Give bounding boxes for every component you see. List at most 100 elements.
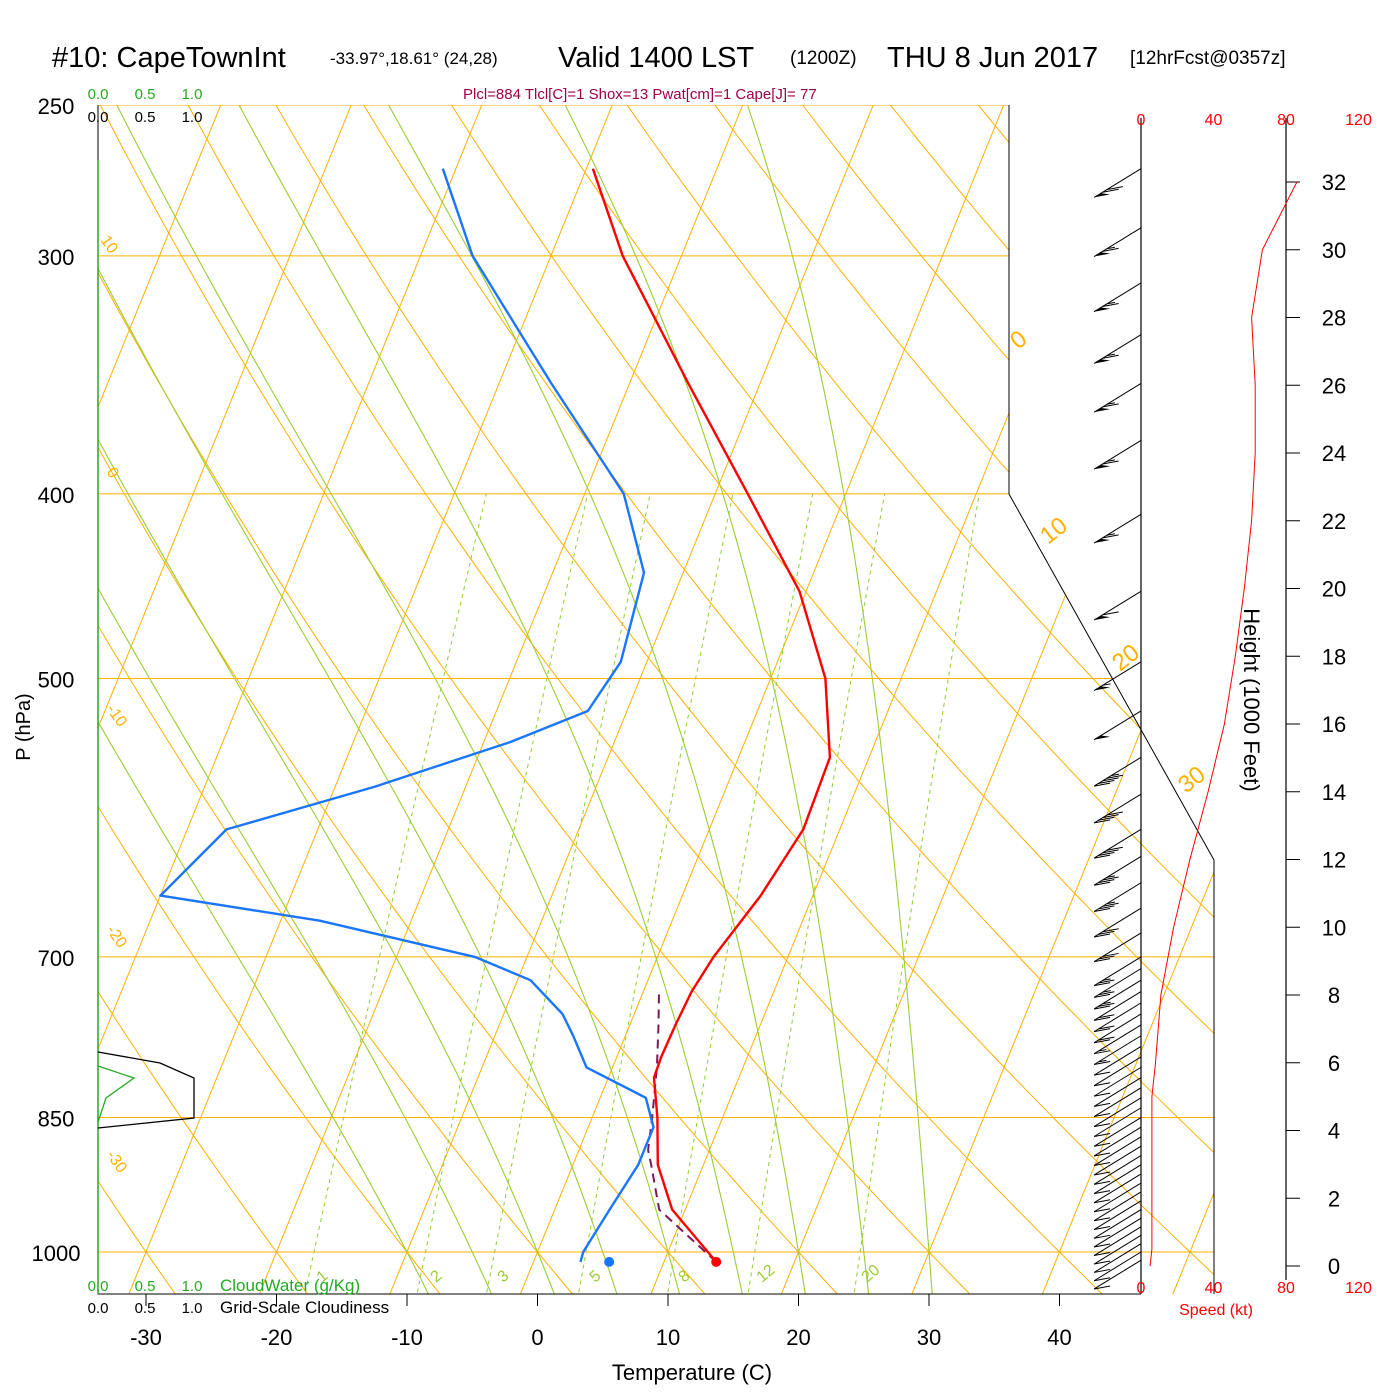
barb-pennant [1094,252,1111,257]
barb-full [1094,881,1111,886]
barb-full [1094,1152,1111,1157]
cloudiness-tick-top: 0.5 [135,109,156,126]
moist-adiabat-label: 10 [1035,512,1073,550]
barb-half [1102,683,1111,686]
wind-barb [1093,590,1142,621]
barb-staff [1093,513,1142,544]
barb-full [1094,782,1111,787]
barb-staff [1093,1226,1142,1256]
barb-pennant [1094,193,1111,198]
speed-tick-bottom: 0 [1137,1280,1146,1297]
isotherm-line [98,105,366,1294]
barb-full [1102,777,1119,782]
barb-staff [1093,968,1142,998]
barb-full [1094,1039,1111,1044]
height-tick-label: 10 [1322,915,1346,940]
barb-full [1094,1071,1111,1076]
wind-barb [1093,1200,1142,1231]
mixing-ratio-line [303,493,487,1294]
barb-full [1106,846,1123,851]
moist-adiabat-line [98,105,495,1294]
wind-barb [1093,1117,1142,1147]
wind-barb [1093,334,1142,364]
wind-barb [1093,1191,1142,1222]
barb-full [1094,1285,1111,1290]
height-tick-label: 24 [1322,441,1346,466]
wind-barb [1093,1145,1142,1176]
dry-adiabat-line [343,105,1214,1294]
barb-full [1094,1142,1111,1147]
barb-staff [1093,334,1142,364]
pressure-tick-label: 700 [38,946,75,971]
dry-adiabat-line [98,105,844,1294]
barb-half [1098,1049,1107,1052]
wind-barb [1093,1164,1142,1195]
wind-barbs [1093,168,1142,1290]
cloudiness-profile [97,1051,195,1129]
cloudiness-tick-bottom: 1.0 [182,1300,203,1317]
barb-full [1094,933,1111,938]
thermo-grid [98,105,1214,1294]
wind-barb [1093,1087,1142,1118]
pressure-tick-label: 500 [38,668,75,693]
wind-barb [1093,1056,1142,1087]
barb-staff [1093,282,1142,313]
speed-tick-top: 40 [1205,112,1223,129]
barb-staff [1093,227,1142,257]
wind-barb [1093,227,1142,257]
cloudwater-profile [97,1065,136,1123]
moist-adiabat-line [98,105,432,1294]
isotherm-line [1169,105,1214,1294]
barb-staff [1093,1024,1142,1055]
barb-full [1102,247,1119,252]
barb-half [1102,1001,1111,1005]
barb-full [1094,1277,1111,1282]
mixing-ratio-label: 3 [495,1267,513,1286]
barb-full [1102,928,1119,933]
barb-staff [1093,1243,1142,1273]
surface-dewpoint-dot [604,1256,615,1267]
speed-tick-bottom: 40 [1205,1280,1223,1297]
height-tick-label: 12 [1322,848,1346,873]
cloudwater-tick-bottom: 1.0 [182,1278,203,1295]
isotherm-line [256,105,757,1294]
barb-full [1094,982,1111,987]
barb-full [1094,993,1111,998]
wind-barb [1093,828,1142,859]
barb-staff [1093,382,1142,413]
isotherm-line [1039,105,1214,1294]
dry-adiabat-line [98,105,977,1294]
barb-full [1098,780,1115,784]
wind-barb [1093,1259,1142,1290]
barb-full [1094,1217,1111,1222]
barb-full [1102,902,1119,907]
moist-adiabat-line [378,105,807,1294]
speed-tick-top: 120 [1345,112,1372,129]
barb-half [1106,875,1115,878]
barb-full [1094,1243,1111,1248]
height-tick-label: 4 [1328,1119,1340,1144]
mixing-ratio-line [415,493,589,1294]
barb-staff [1093,979,1142,1010]
barb-full [1094,958,1111,963]
barb-full [1094,854,1111,859]
mixing-ratio-line [746,493,886,1294]
wind-barb [1093,282,1142,313]
barb-full [1098,905,1115,910]
moist-adiabat-line [98,105,620,1294]
dry-adiabat-line [98,105,181,1294]
mixing-ratio-label: 8 [676,1267,694,1286]
dry-adiabat-label: 10 [97,233,121,257]
wind-barb [1093,1173,1142,1204]
barb-full [1098,930,1115,935]
barb-staff [1093,1097,1142,1128]
wind-barb [1093,382,1142,413]
mixing-ratio-line [576,493,734,1294]
barb-full [1102,188,1119,193]
valid-time: Valid 1400 LST [558,42,754,74]
barb-half [1106,402,1115,405]
barb-full [1094,908,1111,912]
cloudwater-tick-top: 0.0 [88,86,109,103]
wind-barb [1093,756,1142,787]
